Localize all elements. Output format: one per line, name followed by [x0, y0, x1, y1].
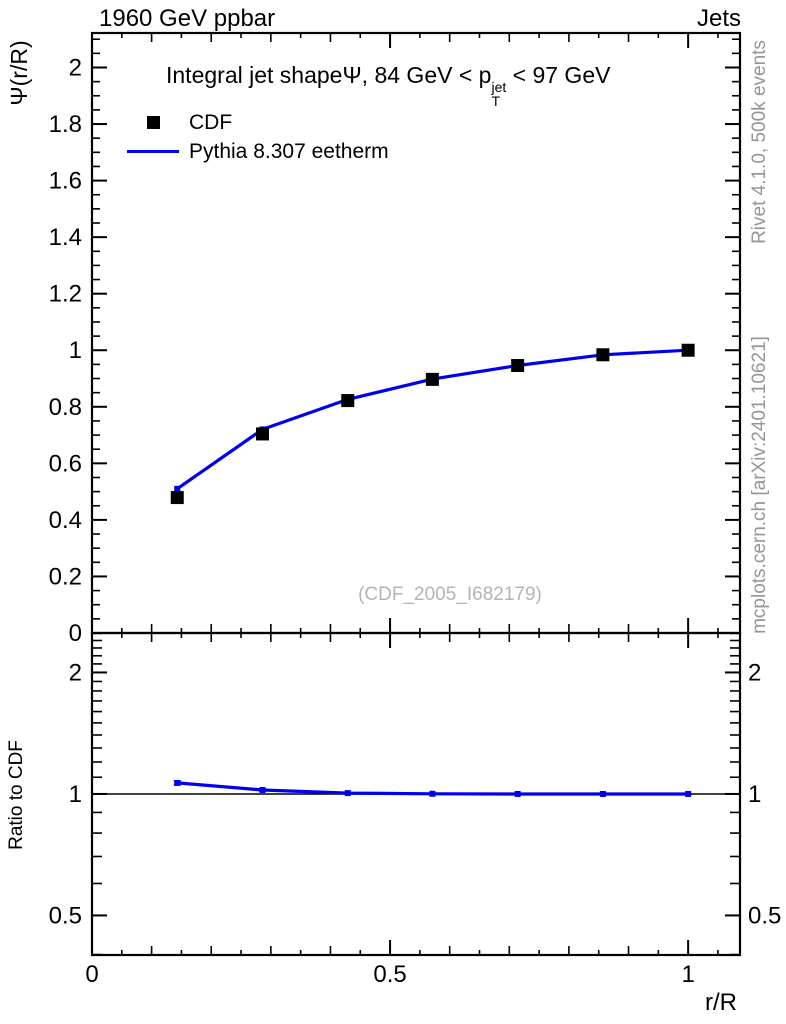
legend: CDF Pythia 8.307 eetherm — [126, 108, 389, 166]
title-mid: , 84 GeV < p — [361, 62, 492, 88]
svg-text:1.4: 1.4 — [49, 224, 82, 251]
svg-text:0: 0 — [85, 961, 98, 988]
svg-text:0.6: 0.6 — [49, 450, 82, 477]
y-axis-title-main: Ψ(r/R) — [6, 40, 32, 105]
y-axis-title-ratio: Ratio to CDF — [6, 740, 27, 850]
chart-layer: 0 0.5 1 0 0.2 0.4 0.6 0.8 1 1.2 1.4 1.6 1.8 2 0.5 0.5 1 1… — [49, 31, 782, 988]
rivet-version-vertical-text: Rivet 4.1.0, 500k events — [749, 40, 770, 244]
legend-swatch-cell — [126, 150, 180, 153]
svg-text:0.5: 0.5 — [49, 902, 82, 929]
pythia-curve — [174, 347, 692, 492]
svg-text:0.8: 0.8 — [49, 394, 82, 421]
title-superscript: jet — [491, 79, 507, 95]
legend-label-pythia: Pythia 8.307 eetherm — [189, 139, 389, 163]
legend-item-pythia: Pythia 8.307 eetherm — [126, 137, 389, 166]
svg-text:0.5: 0.5 — [373, 961, 406, 988]
cdf-data-points — [170, 343, 695, 505]
svg-text:2: 2 — [748, 659, 761, 686]
legend-item-cdf: CDF — [126, 108, 389, 137]
svg-text:1: 1 — [748, 781, 761, 808]
tick-labels: 0 0.5 1 0 0.2 0.4 0.6 0.8 1 1.2 1.4 1.6 1.8 2 0.5 0.5 1 1… — [49, 54, 782, 988]
x-axis-title: r/R — [705, 989, 737, 1016]
pythia-line-marker-icon — [127, 150, 179, 153]
svg-text:0.4: 0.4 — [49, 507, 82, 534]
title-subscript: T — [491, 93, 501, 109]
mcplots-arxiv-vertical-text: mcplots.cern.ch [arXiv:2401.10621] — [749, 336, 770, 634]
title-suffix: < 97 GeV — [506, 62, 611, 88]
beam-energy-label: 1960 GeV ppbar — [99, 5, 276, 32]
plot-frames — [90, 31, 742, 957]
axis-ticks — [91, 33, 740, 956]
title-prefix: Integral jet shape — [166, 62, 343, 88]
svg-text:2: 2 — [69, 54, 82, 81]
title-pt-supsub: jet T — [491, 80, 506, 108]
cdf-square-marker-icon — [146, 116, 160, 129]
legend-swatch-cell — [126, 116, 180, 129]
svg-text:0: 0 — [69, 620, 82, 647]
svg-text:1: 1 — [69, 781, 82, 808]
title-psi-symbol: Ψ — [342, 62, 362, 88]
svg-text:0.5: 0.5 — [748, 902, 781, 929]
analysis-category-label: Jets — [696, 5, 741, 32]
legend-label-cdf: CDF — [189, 110, 233, 134]
svg-text:1.8: 1.8 — [49, 111, 82, 138]
ratio-curve — [173, 779, 692, 797]
svg-text:0.2: 0.2 — [49, 563, 82, 590]
svg-text:1: 1 — [681, 961, 694, 988]
svg-text:1.6: 1.6 — [49, 168, 82, 195]
svg-text:1: 1 — [69, 337, 82, 364]
svg-text:1.2: 1.2 — [49, 281, 82, 308]
analysis-id-watermark: (CDF_2005_I682179) — [358, 584, 542, 605]
plot-title: Integral jet shapeΨ, 84 GeV < p jet T < 97… — [166, 62, 610, 108]
svg-text:2: 2 — [69, 659, 82, 686]
